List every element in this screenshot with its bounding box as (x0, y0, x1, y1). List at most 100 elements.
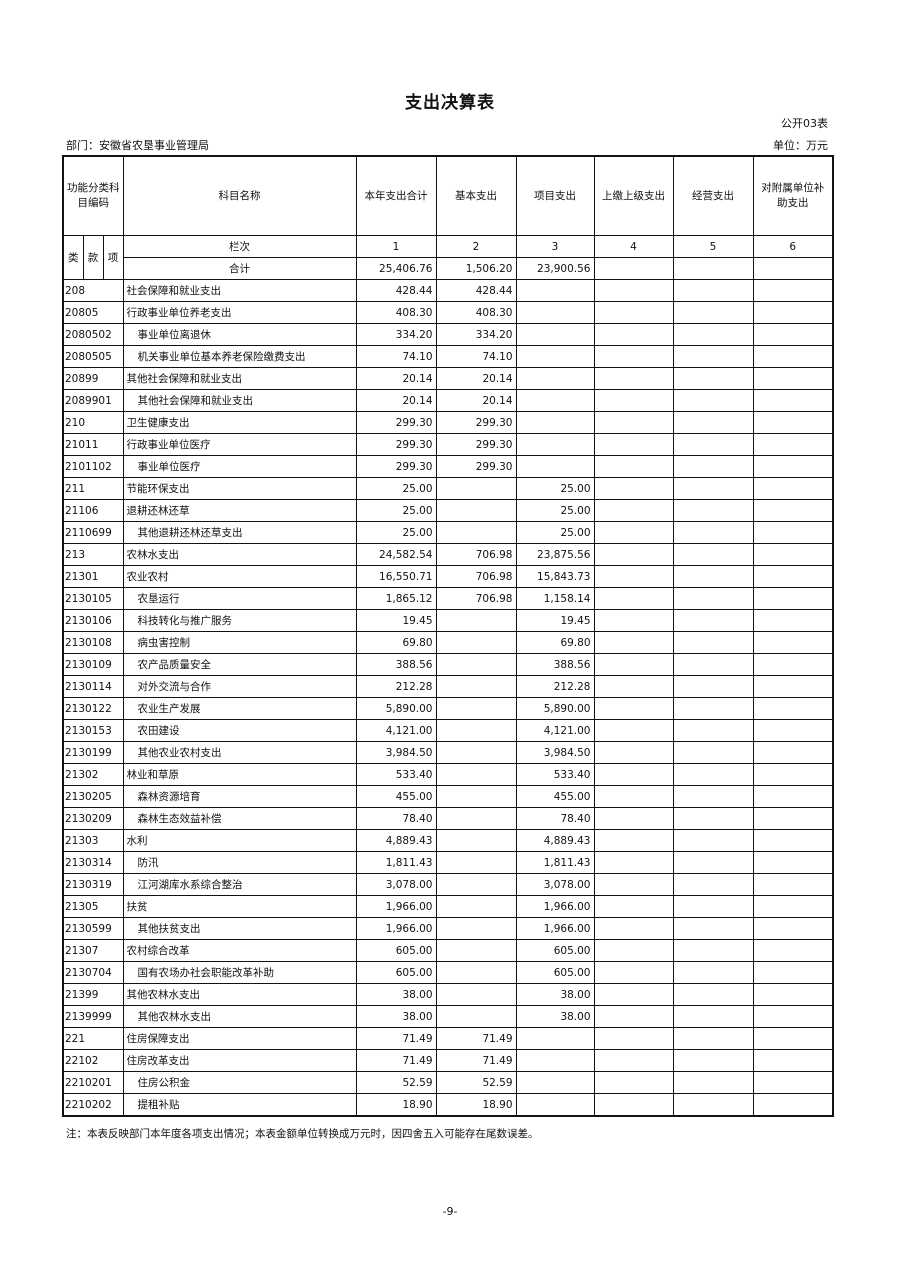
row-subsidy (752, 565, 834, 588)
header-kuan: 款 (82, 235, 104, 280)
row-basic (435, 895, 517, 918)
row-operating (672, 961, 754, 984)
row-name: 农产品质量安全 (122, 653, 357, 676)
row-code: 2130314 (62, 851, 124, 874)
row-upper (593, 851, 674, 874)
row-subsidy (752, 1005, 834, 1028)
table-row: 2130109 农产品质量安全 388.56 388.56 (62, 653, 834, 676)
footnote: 注：本表反映部门本年度各项支出情况；本表金额单位转换成万元时，因四舍五入可能存在… (66, 1128, 539, 1140)
row-project: 3,984.50 (515, 741, 595, 764)
row-basic: 299.30 (435, 433, 517, 456)
row-upper (593, 829, 674, 852)
header-col6: 对附属单位补助支出 (752, 155, 834, 236)
row-basic: 299.30 (435, 411, 517, 434)
row-upper (593, 895, 674, 918)
row-name: 国有农场办社会职能改革补助 (122, 961, 357, 984)
row-subsidy (752, 675, 834, 698)
row-name: 事业单位离退休 (122, 323, 357, 346)
row-upper (593, 499, 674, 522)
row-name: 农垦运行 (122, 587, 357, 610)
row-subsidy (752, 609, 834, 632)
row-subsidy (752, 587, 834, 610)
row-total: 605.00 (355, 961, 437, 984)
row-operating (672, 785, 754, 808)
table-row: 20899 其他社会保障和就业支出 20.14 20.14 (62, 367, 834, 390)
row-project: 212.28 (515, 675, 595, 698)
row-upper (593, 785, 674, 808)
row-upper (593, 873, 674, 896)
row-name: 社会保障和就业支出 (122, 279, 357, 302)
row-basic (435, 741, 517, 764)
row-subsidy (752, 411, 834, 434)
row-basic (435, 697, 517, 720)
row-operating (672, 521, 754, 544)
row-code: 2089901 (62, 389, 124, 412)
row-basic: 20.14 (435, 367, 517, 390)
row-code: 21307 (62, 939, 124, 962)
table-row: 2130153 农田建设 4,121.00 4,121.00 (62, 719, 834, 742)
row-subsidy (752, 983, 834, 1006)
row-operating (672, 499, 754, 522)
row-name: 森林生态效益补偿 (122, 807, 357, 830)
lanci-num: 6 (752, 235, 834, 258)
row-project: 1,966.00 (515, 917, 595, 940)
table-row: 2130122 农业生产发展 5,890.00 5,890.00 (62, 697, 834, 720)
row-project: 4,889.43 (515, 829, 595, 852)
row-name: 其他农林水支出 (122, 1005, 357, 1028)
row-name: 其他农业农村支出 (122, 741, 357, 764)
row-name: 水利 (122, 829, 357, 852)
row-code: 208 (62, 279, 124, 302)
row-project: 605.00 (515, 961, 595, 984)
row-name: 机关事业单位基本养老保险缴费支出 (122, 345, 357, 368)
page-title: 支出决算表 (405, 93, 495, 113)
row-code: 2130108 (62, 631, 124, 654)
row-upper (593, 741, 674, 764)
row-basic: 706.98 (435, 543, 517, 566)
row-operating (672, 455, 754, 478)
row-code: 22102 (62, 1049, 124, 1072)
row-upper (593, 323, 674, 346)
total-col4 (593, 257, 674, 280)
table-row: 221 住房保障支出 71.49 71.49 (62, 1027, 834, 1050)
row-subsidy (752, 939, 834, 962)
row-subsidy (752, 499, 834, 522)
row-total: 69.80 (355, 631, 437, 654)
row-operating (672, 895, 754, 918)
table-row: 2130314 防汛 1,811.43 1,811.43 (62, 851, 834, 874)
row-project (515, 323, 595, 346)
row-code: 2139999 (62, 1005, 124, 1028)
row-code: 2210201 (62, 1071, 124, 1094)
row-total: 3,078.00 (355, 873, 437, 896)
row-subsidy (752, 389, 834, 412)
header-col1: 本年支出合计 (355, 155, 437, 236)
row-name: 农业生产发展 (122, 697, 357, 720)
row-basic (435, 851, 517, 874)
row-total: 455.00 (355, 785, 437, 808)
row-basic (435, 961, 517, 984)
row-operating (672, 411, 754, 434)
row-operating (672, 433, 754, 456)
table-row: 2139999 其他农林水支出 38.00 38.00 (62, 1005, 834, 1028)
row-operating (672, 763, 754, 786)
row-subsidy (752, 477, 834, 500)
row-code: 2130114 (62, 675, 124, 698)
row-upper (593, 1071, 674, 1094)
table-row: 2080502 事业单位离退休 334.20 334.20 (62, 323, 834, 346)
lanci-num: 1 (355, 235, 437, 258)
header-col5: 经营支出 (672, 155, 754, 236)
row-subsidy (752, 719, 834, 742)
row-code: 213 (62, 543, 124, 566)
row-project: 1,158.14 (515, 587, 595, 610)
row-name: 农林水支出 (122, 543, 357, 566)
row-code: 2130704 (62, 961, 124, 984)
row-subsidy (752, 543, 834, 566)
row-code: 2101102 (62, 455, 124, 478)
row-total: 74.10 (355, 345, 437, 368)
row-code: 2110699 (62, 521, 124, 544)
row-name: 行政事业单位养老支出 (122, 301, 357, 324)
row-total: 16,550.71 (355, 565, 437, 588)
header-xiang: 项 (102, 235, 124, 280)
table-row: 213 农林水支出 24,582.54 706.98 23,875.56 (62, 543, 834, 566)
total-col5 (672, 257, 754, 280)
row-basic (435, 983, 517, 1006)
